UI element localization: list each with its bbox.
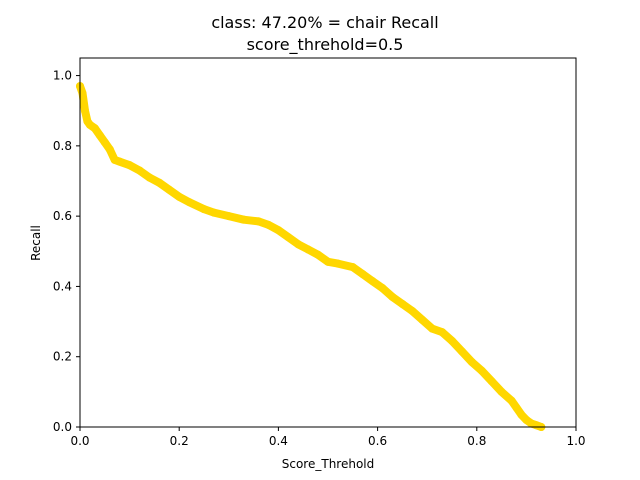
recall-point — [304, 245, 313, 254]
y-tick-label: 0.6 — [53, 209, 72, 223]
recall-point — [209, 208, 218, 217]
recall-point — [155, 178, 164, 187]
recall-point — [95, 131, 104, 140]
axis-ticks: 0.0 0.2 0.4 0.6 0.8 1.0 0.0 0.2 0.4 0.6 0.8 1.0 — [53, 69, 586, 448]
y-tick-label: 0.0 — [53, 420, 72, 434]
recall-point — [467, 357, 476, 366]
y-tick-label: 1.0 — [53, 69, 72, 83]
recall-point — [512, 403, 521, 412]
x-tick-label: 0.2 — [170, 434, 189, 448]
recall-point — [294, 240, 303, 249]
recall-point — [105, 145, 114, 154]
recall-point — [224, 212, 233, 221]
recall-point — [145, 173, 154, 182]
chart-title: class: 47.20% = chair Recall — [211, 13, 438, 32]
recall-point — [125, 161, 134, 170]
recall-point — [254, 217, 263, 226]
recall-point — [274, 226, 283, 235]
x-tick-label: 0.4 — [269, 434, 288, 448]
recall-point — [428, 324, 437, 333]
recall-point — [135, 166, 144, 175]
recall-point — [517, 410, 526, 419]
recall-point — [264, 220, 273, 229]
recall-point — [487, 377, 496, 386]
y-tick-label: 0.2 — [53, 350, 72, 364]
recall-point — [497, 387, 506, 396]
recall-point — [457, 347, 466, 356]
recall-point — [448, 336, 456, 345]
x-tick-label: 0.6 — [368, 434, 387, 448]
x-tick-label: 1.0 — [566, 434, 585, 448]
recall-point — [115, 157, 124, 166]
recall-point — [90, 124, 99, 133]
x-axis-label: Score_Threhold — [282, 457, 375, 471]
recall-point — [200, 205, 208, 214]
recall-point — [378, 284, 387, 293]
chart-subtitle: score_threhold=0.5 — [247, 35, 404, 55]
recall-point — [333, 259, 342, 268]
x-tick-label: 0.8 — [467, 434, 486, 448]
plot-frame — [79, 57, 577, 428]
recall-point — [418, 315, 427, 324]
recall-point — [324, 257, 332, 266]
recall-point — [100, 138, 109, 147]
recall-point — [408, 307, 417, 316]
recall-series-line — [76, 82, 546, 431]
recall-point — [80, 106, 89, 115]
recall-point — [358, 270, 367, 279]
recall-point — [368, 277, 377, 286]
x-tick-label: 0.0 — [70, 434, 89, 448]
recall-point — [239, 215, 248, 224]
recall-point — [284, 233, 293, 242]
recall-point — [477, 366, 486, 375]
recall-point — [398, 300, 407, 308]
series-layer — [76, 82, 546, 431]
y-tick-label: 0.4 — [53, 279, 72, 293]
recall-point — [388, 292, 397, 301]
recall-point — [507, 396, 516, 405]
recall-point — [175, 192, 184, 201]
recall-point — [314, 250, 323, 259]
y-axis-label: Recall — [29, 225, 43, 261]
y-tick-label: 0.8 — [53, 139, 72, 153]
recall-point — [438, 328, 447, 337]
recall-point — [185, 198, 194, 207]
recall-point — [348, 263, 357, 272]
recall-point — [165, 185, 174, 194]
